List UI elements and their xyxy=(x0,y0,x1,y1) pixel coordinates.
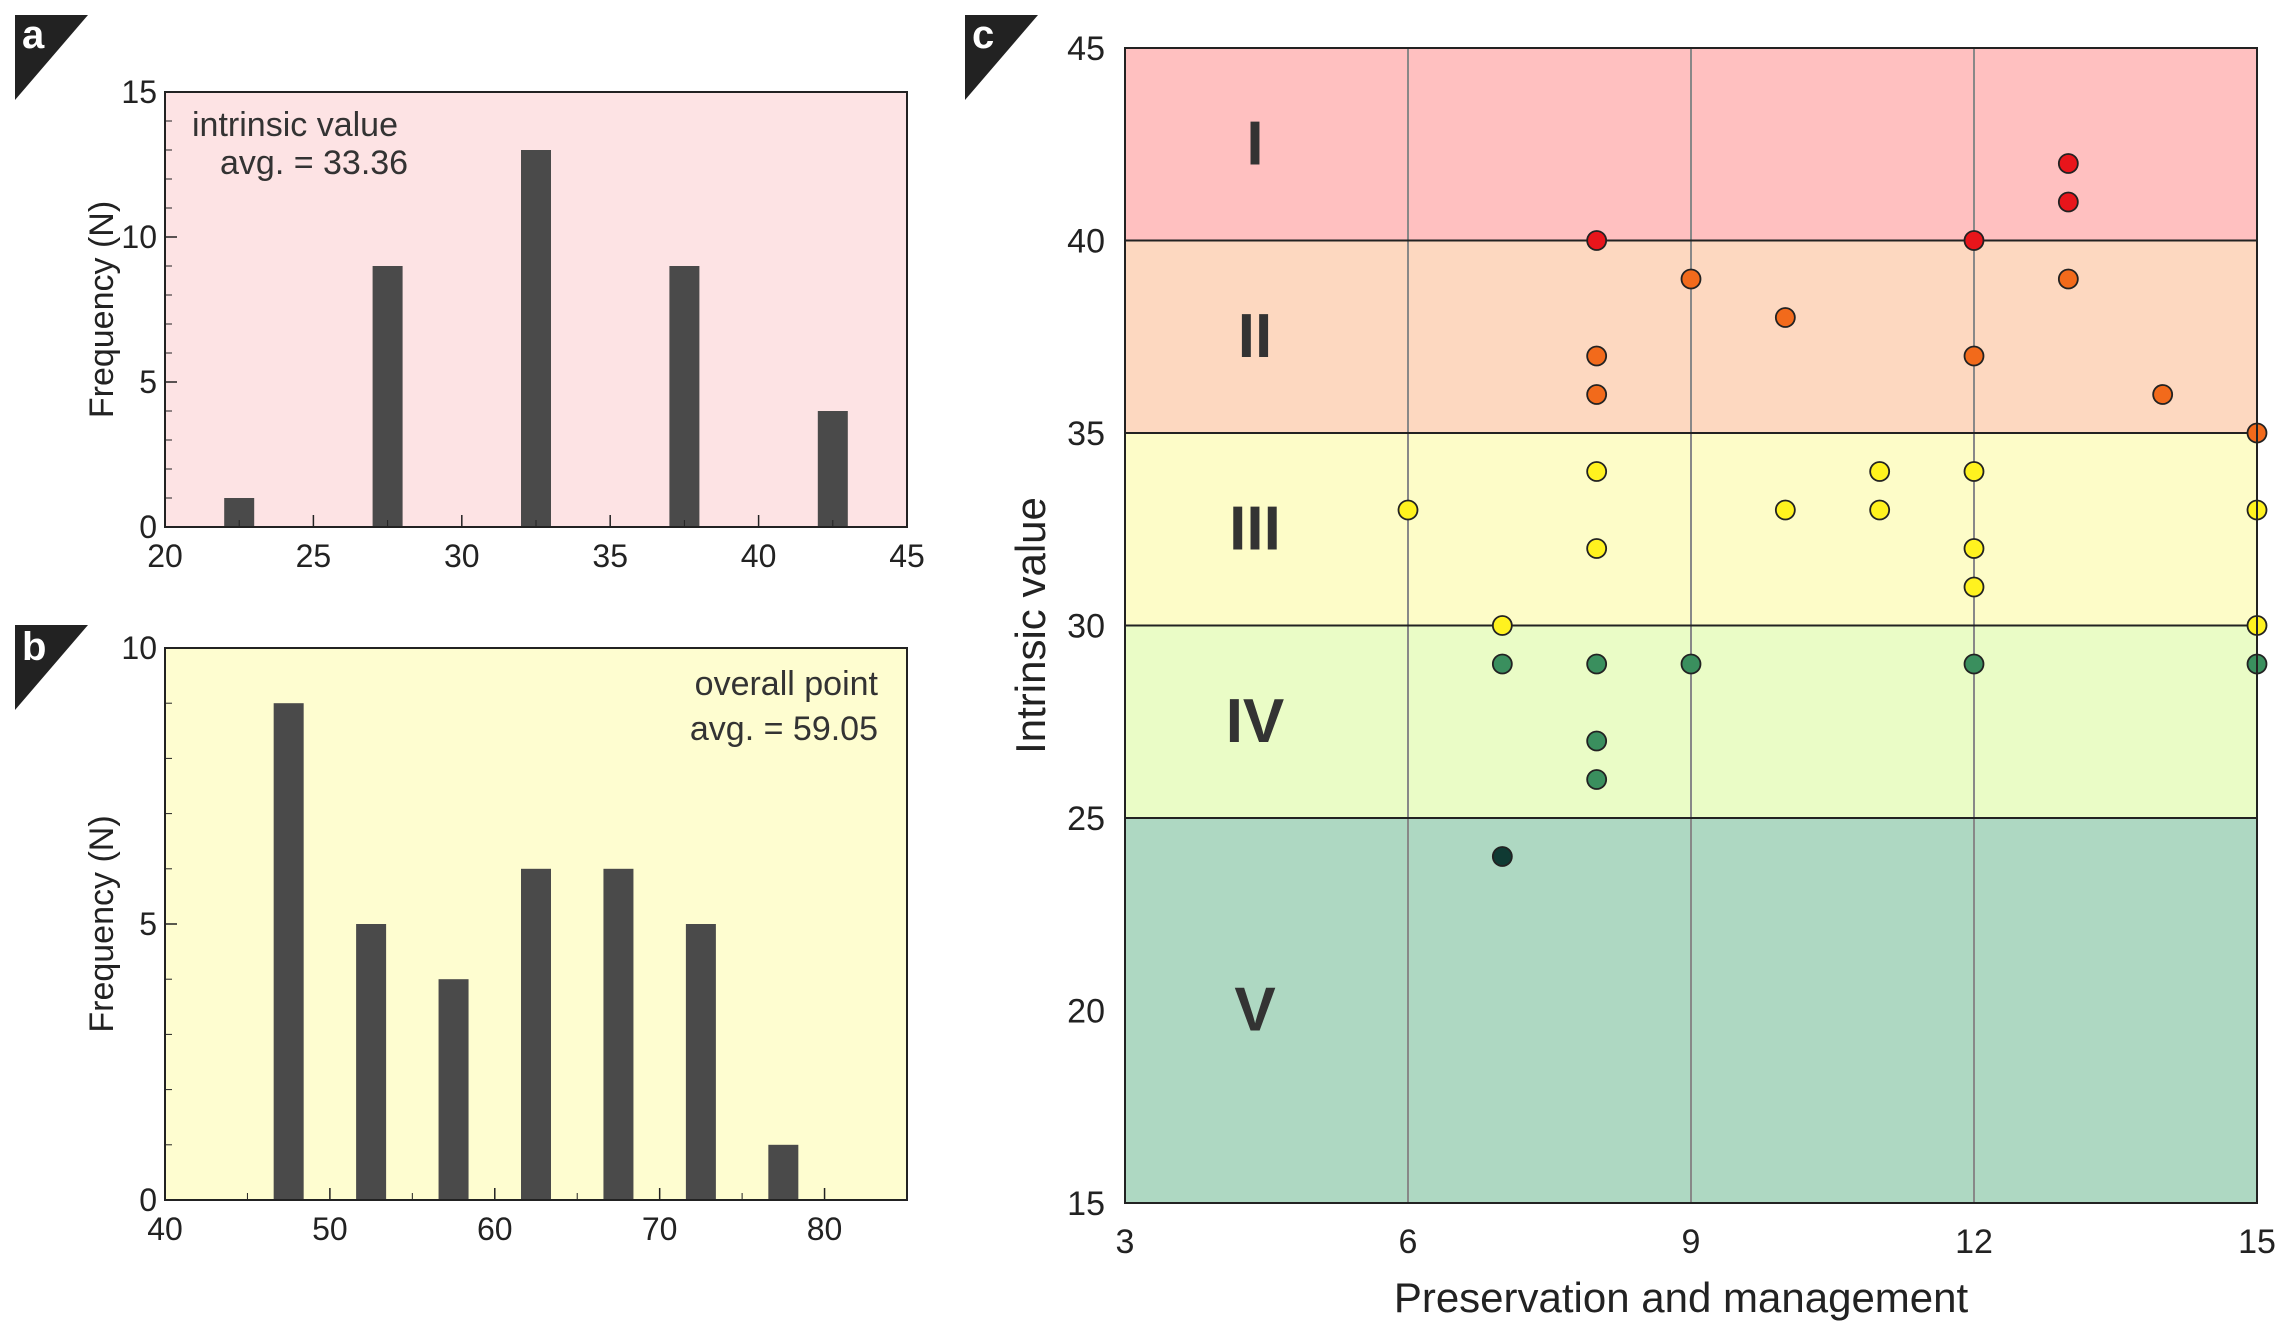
data-point xyxy=(1586,461,1608,482)
panel-letter-b: b xyxy=(22,625,46,669)
bar xyxy=(817,411,848,527)
panel-a-marker: a xyxy=(15,13,88,100)
data-point xyxy=(1680,268,1702,290)
x-tick-label: 20 xyxy=(147,538,183,574)
zone-label: IV xyxy=(1226,687,1285,756)
bar xyxy=(438,979,469,1200)
data-point xyxy=(1963,576,1985,598)
y-tick-label: 45 xyxy=(1067,30,1105,68)
y-tick-label: 15 xyxy=(121,74,157,110)
data-point xyxy=(1869,461,1891,482)
x-tick-label: 30 xyxy=(444,538,480,574)
data-point xyxy=(2057,153,2079,174)
x-tick-label: 80 xyxy=(807,1211,843,1247)
y-axis-title: Frequency (N) xyxy=(83,815,121,1032)
y-tick-label: 5 xyxy=(139,364,157,400)
y-tick-label: 5 xyxy=(139,906,157,942)
bar xyxy=(685,924,716,1200)
zone-label: V xyxy=(1234,976,1275,1045)
y-tick-label: 0 xyxy=(139,1182,157,1218)
plot-frame xyxy=(1124,47,2258,1204)
data-point xyxy=(1586,230,1608,251)
panel-letter-c: c xyxy=(972,13,994,57)
data-point xyxy=(1963,461,1985,482)
y-tick-label: 10 xyxy=(121,630,157,666)
x-tick-label: 9 xyxy=(1682,1223,1701,1261)
y-tick-label: 25 xyxy=(1067,800,1105,838)
data-point xyxy=(1491,653,1513,675)
y-tick-label: 35 xyxy=(1067,415,1105,453)
y-tick-label: 40 xyxy=(1067,223,1105,261)
data-point xyxy=(1586,653,1608,675)
panel-letter-a: a xyxy=(22,13,45,57)
data-point xyxy=(1774,499,1796,521)
data-point xyxy=(2152,384,2174,405)
data-point xyxy=(2057,191,2079,213)
y-axis-title: Frequency (N) xyxy=(83,201,121,418)
annotation-line: avg. = 59.05 xyxy=(690,710,878,748)
bar xyxy=(372,266,403,527)
y-tick-label: 0 xyxy=(139,509,157,545)
x-tick-label: 35 xyxy=(592,538,628,574)
x-tick-label: 45 xyxy=(889,538,925,574)
annotation-line: avg. = 33.36 xyxy=(220,144,408,182)
bar xyxy=(603,868,634,1200)
x-tick-label: 40 xyxy=(741,538,777,574)
bar xyxy=(669,266,700,527)
y-tick-label: 10 xyxy=(121,219,157,255)
x-tick-label: 40 xyxy=(147,1211,183,1247)
data-point xyxy=(1586,384,1608,405)
data-point xyxy=(1491,846,1513,867)
y-tick-label: 30 xyxy=(1067,608,1105,646)
data-point xyxy=(1963,538,1985,559)
data-point xyxy=(1963,345,1985,367)
bar xyxy=(768,1144,799,1200)
x-tick-label: 6 xyxy=(1399,1223,1418,1261)
data-point xyxy=(1586,345,1608,367)
data-point xyxy=(1397,499,1419,521)
x-tick-label: 60 xyxy=(477,1211,513,1247)
bar xyxy=(356,924,387,1200)
x-tick-label: 15 xyxy=(2238,1223,2276,1261)
x-tick-label: 50 xyxy=(312,1211,348,1247)
zone-label: I xyxy=(1246,109,1263,178)
data-point xyxy=(1963,230,1985,251)
zone-label: II xyxy=(1238,302,1272,371)
y-tick-label: 20 xyxy=(1067,993,1105,1031)
data-point xyxy=(1869,499,1891,521)
y-axis-title: Intrinsic value xyxy=(1007,497,1054,754)
x-tick-label: 25 xyxy=(296,538,332,574)
panel-b-marker: b xyxy=(15,625,88,710)
data-point xyxy=(1774,307,1796,328)
histogram-intrinsic-value: 20 25 30 35 40 45 0 5 10 15 Frequency (N) intrinsic… xyxy=(83,74,925,574)
data-point xyxy=(1491,615,1513,636)
data-point xyxy=(1680,653,1702,675)
x-tick-label: 3 xyxy=(1116,1223,1135,1261)
panel-c-marker: c xyxy=(965,13,1038,100)
bar xyxy=(521,868,551,1200)
x-tick-label: 12 xyxy=(1955,1223,1993,1261)
data-point xyxy=(1586,730,1608,752)
bar xyxy=(521,150,551,527)
data-point xyxy=(1963,653,1985,675)
x-axis-title: Preservation and management xyxy=(1394,1274,1969,1321)
data-point xyxy=(1586,538,1608,559)
zone-label: III xyxy=(1229,494,1281,563)
y-tick-label: 15 xyxy=(1067,1185,1105,1223)
data-point xyxy=(1586,769,1608,790)
annotation-line: intrinsic value xyxy=(192,106,398,144)
data-point xyxy=(2057,268,2079,290)
annotation-line: overall point xyxy=(695,665,879,703)
histogram-overall-point: 40 50 60 70 80 0 5 10 Frequency (N) overall point… xyxy=(83,630,908,1247)
bar xyxy=(273,703,304,1200)
x-tick-label: 70 xyxy=(642,1211,678,1247)
